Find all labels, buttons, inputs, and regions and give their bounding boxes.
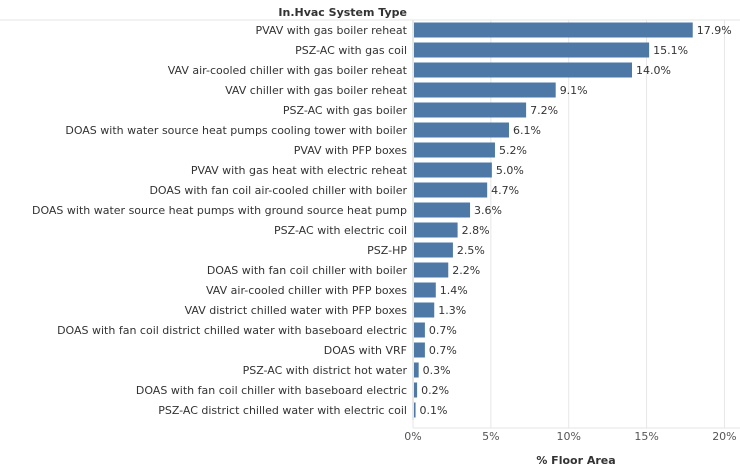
bar[interactable]	[414, 302, 435, 318]
category-label: DOAS with water source heat pumps with g…	[32, 204, 407, 217]
category-label: DOAS with fan coil air-cooled chiller wi…	[149, 184, 407, 197]
category-label: DOAS with VRF	[324, 344, 407, 357]
x-tick-label: 10%	[556, 430, 580, 443]
category-label: PSZ-HP	[367, 244, 407, 257]
bar[interactable]	[414, 222, 458, 238]
x-tick-label: 5%	[482, 430, 499, 443]
category-label: PSZ-AC with gas boiler	[283, 104, 408, 117]
bar[interactable]	[414, 202, 471, 218]
bar[interactable]	[414, 162, 492, 178]
category-label: PVAV with PFP boxes	[294, 144, 408, 157]
data-label: 1.4%	[440, 284, 468, 297]
bar[interactable]	[414, 242, 453, 258]
data-label: 2.2%	[452, 264, 480, 277]
x-tick-label: 0%	[404, 430, 421, 443]
data-label: 2.8%	[462, 224, 490, 237]
data-label: 5.0%	[496, 164, 524, 177]
data-label: 15.1%	[653, 44, 688, 57]
bar[interactable]	[414, 402, 416, 418]
row-header: In.Hvac System Type	[278, 6, 407, 19]
data-label: 17.9%	[697, 24, 732, 37]
category-label: DOAS with fan coil district chilled wate…	[57, 324, 407, 337]
x-tick-label: 15%	[634, 430, 658, 443]
category-label: PVAV with gas heat with electric reheat	[191, 164, 408, 177]
bar[interactable]	[414, 262, 449, 278]
bar[interactable]	[414, 122, 509, 138]
data-label: 4.7%	[491, 184, 519, 197]
data-label: 5.2%	[499, 144, 527, 157]
x-tick-label: 20%	[712, 430, 736, 443]
x-axis-title: % Floor Area	[536, 454, 615, 467]
bar[interactable]	[414, 142, 495, 158]
category-label: VAV district chilled water with PFP boxe…	[185, 304, 408, 317]
category-label: PVAV with gas boiler reheat	[255, 24, 407, 37]
category-label: DOAS with fan coil chiller with baseboar…	[136, 384, 407, 397]
bar[interactable]	[414, 362, 419, 378]
data-label: 0.2%	[421, 384, 449, 397]
category-label: PSZ-AC with district hot water	[243, 364, 408, 377]
category-label: DOAS with water source heat pumps coolin…	[65, 124, 407, 137]
data-label: 14.0%	[636, 64, 671, 77]
data-label: 9.1%	[560, 84, 588, 97]
data-label: 1.3%	[438, 304, 466, 317]
bar[interactable]	[414, 342, 425, 358]
category-label: VAV air-cooled chiller with gas boiler r…	[168, 64, 408, 77]
data-label: 3.6%	[474, 204, 502, 217]
category-label: PSZ-AC district chilled water with elect…	[158, 404, 407, 417]
bar[interactable]	[414, 322, 425, 338]
data-label: 0.3%	[423, 364, 451, 377]
category-label: PSZ-AC with electric coil	[274, 224, 407, 237]
bar[interactable]	[414, 82, 556, 98]
data-label: 7.2%	[530, 104, 558, 117]
category-label: VAV air-cooled chiller with PFP boxes	[206, 284, 407, 297]
category-label: PSZ-AC with gas coil	[295, 44, 407, 57]
bar[interactable]	[414, 22, 693, 38]
bar[interactable]	[414, 182, 488, 198]
bar[interactable]	[414, 102, 527, 118]
labels-layer: 0% 5% 10% 15% 20% PVAV with gas boiler reheat…	[32, 24, 737, 443]
bars-layer	[414, 22, 693, 418]
data-label: 2.5%	[457, 244, 485, 257]
data-label: 0.7%	[429, 344, 457, 357]
data-label: 0.7%	[429, 324, 457, 337]
bar[interactable]	[414, 282, 436, 298]
bar[interactable]	[414, 62, 632, 78]
data-label: 6.1%	[513, 124, 541, 137]
bar[interactable]	[414, 42, 650, 58]
data-label: 0.1%	[420, 404, 448, 417]
category-label: DOAS with fan coil chiller with boiler	[207, 264, 408, 277]
category-label: VAV chiller with gas boiler reheat	[225, 84, 408, 97]
bar[interactable]	[414, 382, 418, 398]
